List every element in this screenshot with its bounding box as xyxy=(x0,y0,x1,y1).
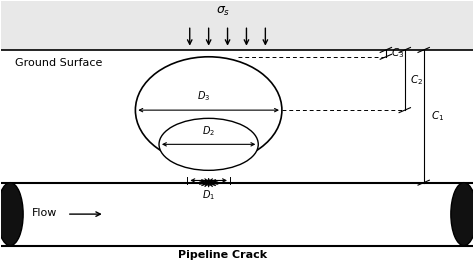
Ellipse shape xyxy=(0,183,23,246)
Text: $C_1$: $C_1$ xyxy=(431,109,444,123)
Ellipse shape xyxy=(159,118,258,170)
Text: Flow: Flow xyxy=(32,208,57,218)
Text: $\sigma_s$: $\sigma_s$ xyxy=(216,5,230,18)
Text: $C_2$: $C_2$ xyxy=(410,73,424,87)
Bar xyxy=(0,183,474,246)
Ellipse shape xyxy=(136,57,282,164)
Polygon shape xyxy=(198,178,219,187)
Ellipse shape xyxy=(451,183,474,246)
Bar xyxy=(0,1,474,50)
Text: $D_1$: $D_1$ xyxy=(202,188,215,202)
Text: Pipeline Crack: Pipeline Crack xyxy=(178,250,267,260)
Text: $D_2$: $D_2$ xyxy=(202,124,215,138)
Text: $C_3$: $C_3$ xyxy=(391,46,404,60)
Text: Ground Surface: Ground Surface xyxy=(15,58,102,68)
Text: $D_3$: $D_3$ xyxy=(197,89,210,103)
